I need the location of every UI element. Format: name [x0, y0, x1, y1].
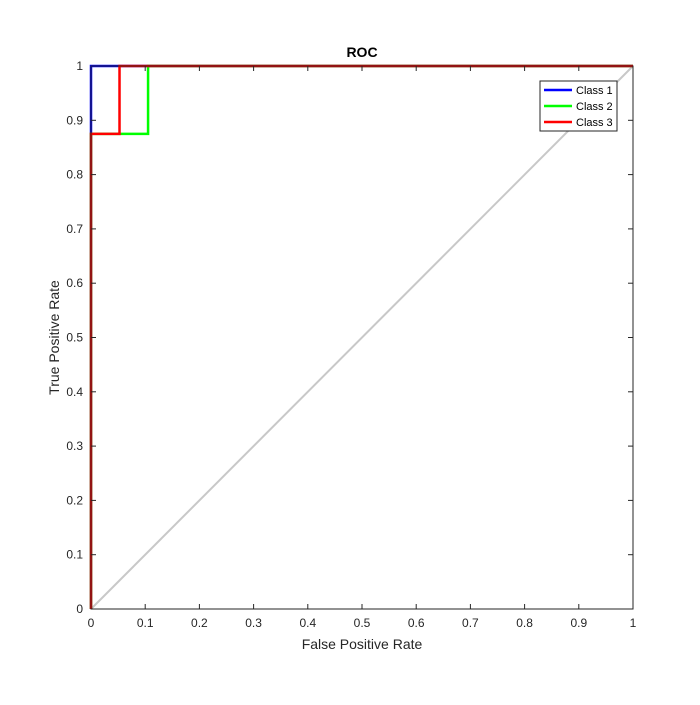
x-tick-label: 0.1 [137, 616, 154, 630]
x-tick-label: 1 [630, 616, 637, 630]
y-tick-label: 0.8 [66, 168, 83, 182]
y-tick-label: 0.7 [66, 222, 83, 236]
x-axis-label: False Positive Rate [302, 636, 423, 652]
x-tick-label: 0 [88, 616, 95, 630]
y-tick-label: 0.9 [66, 113, 83, 127]
x-tick-label: 0.2 [191, 616, 208, 630]
x-tick-label: 0.5 [354, 616, 371, 630]
legend-label: Class 2 [576, 101, 613, 113]
chart-title: ROC [346, 44, 377, 60]
x-tick-label: 0.3 [245, 616, 262, 630]
y-tick-label: 0 [76, 602, 83, 616]
legend-label: Class 3 [576, 117, 613, 129]
y-tick-label: 0.1 [66, 548, 83, 562]
y-tick-label: 0.5 [66, 331, 83, 345]
y-tick-label: 1 [76, 59, 83, 73]
x-tick-label: 0.4 [299, 616, 316, 630]
x-axis-ticks: 0 0.1 0.2 0.3 0.4 0.5 0.6 0.7 0.8 0.9 1 [88, 66, 637, 630]
y-tick-label: 0.4 [66, 385, 83, 399]
x-tick-label: 0.6 [408, 616, 425, 630]
x-tick-label: 0.8 [516, 616, 533, 630]
legend: Class 1 Class 2 Class 3 [539, 80, 618, 132]
chance-line-group [90, 65, 634, 610]
x-tick-label: 0.9 [570, 616, 587, 630]
y-axis-label: True Positive Rate [46, 280, 62, 395]
x-tick-label: 0.7 [462, 616, 479, 630]
y-tick-label: 0.2 [66, 493, 83, 507]
y-tick-label: 0.6 [66, 276, 83, 290]
y-tick-label: 0.3 [66, 439, 83, 453]
y-axis-ticks: 0 0.1 0.2 0.3 0.4 0.5 0.6 0.7 0.8 0.9 1 [66, 59, 633, 616]
chance-line [90, 65, 634, 610]
legend-label: Class 1 [576, 85, 613, 97]
